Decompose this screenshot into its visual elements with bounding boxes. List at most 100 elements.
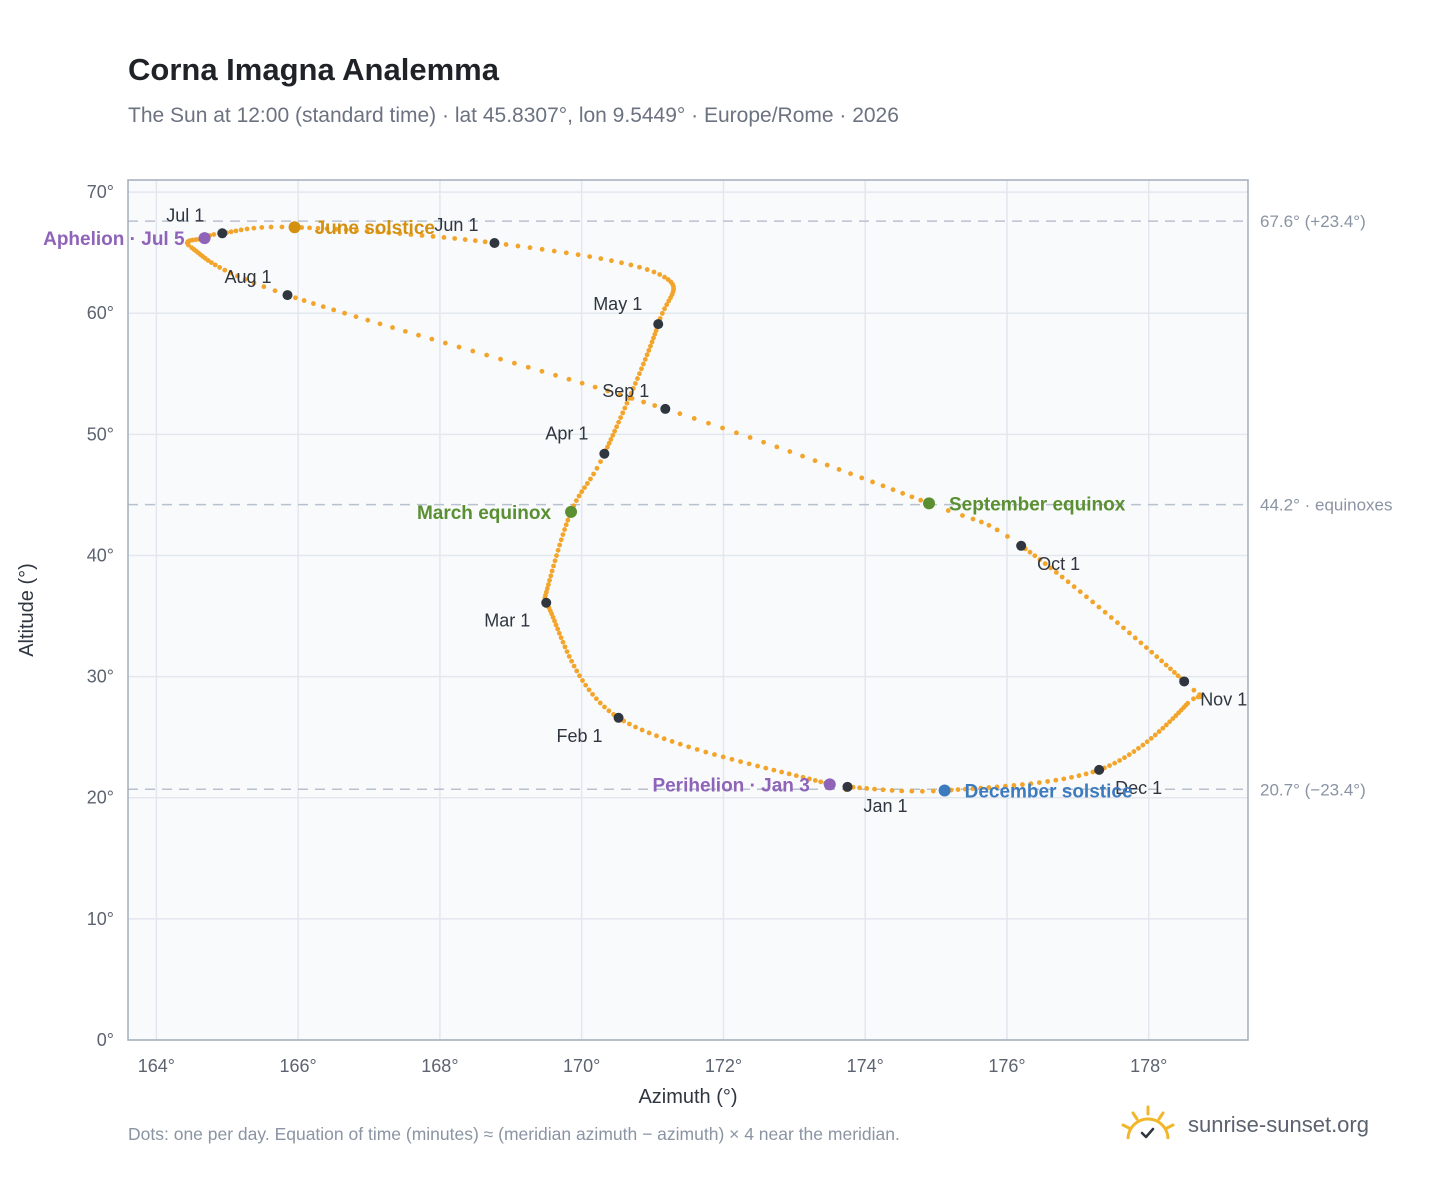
daily-sun-dot <box>755 763 760 769</box>
daily-sun-dot <box>812 778 818 783</box>
daily-sun-dot <box>452 236 458 241</box>
reference-line-label: 44.2° · equinoxes <box>1260 496 1393 515</box>
chart-title: Corna Imagna Analemma <box>128 52 499 87</box>
event-marker <box>565 505 578 518</box>
daily-sun-dot <box>545 582 551 588</box>
daily-sun-dot <box>930 788 936 794</box>
daily-sun-dot <box>1172 670 1177 675</box>
reference-line-label: 67.6° (+23.4°) <box>1260 212 1366 231</box>
daily-sun-dot <box>430 234 436 239</box>
daily-sun-dot <box>580 678 585 683</box>
daily-sun-dot <box>986 522 992 528</box>
daily-sun-dot <box>419 233 425 238</box>
daily-sun-dot <box>1011 783 1017 788</box>
daily-sun-dot <box>1173 713 1179 719</box>
daily-sun-dot <box>960 513 965 518</box>
event-markers: June solstice Aphelion · Jul 5 March equin… <box>43 218 1132 802</box>
month-marker-label: Dec 1 <box>1115 778 1162 798</box>
daily-sun-dot <box>786 771 792 777</box>
daily-sun-dot <box>525 364 531 370</box>
month-marker-label: May 1 <box>593 294 642 314</box>
daily-sun-dot <box>233 228 239 234</box>
daily-sun-dot <box>691 416 697 421</box>
daily-sun-dot <box>1126 752 1132 758</box>
daily-sun-dot <box>539 246 545 252</box>
brand-name: sunrise-sunset.org <box>1188 1112 1369 1137</box>
daily-sun-dot <box>1127 630 1132 636</box>
daily-sun-dot <box>261 284 267 290</box>
daily-sun-dot <box>1096 604 1102 610</box>
month-marker <box>489 237 500 248</box>
daily-sun-dot <box>1061 776 1067 782</box>
daily-sun-dot <box>462 237 468 242</box>
daily-sun-dot <box>212 262 218 268</box>
daily-sun-dot <box>630 386 636 391</box>
x-tick-label: 176° <box>988 1056 1025 1076</box>
x-tick-label: 174° <box>847 1056 884 1076</box>
daily-sun-dot <box>301 298 307 303</box>
daily-sun-dot <box>217 265 223 270</box>
daily-sun-dot <box>1117 758 1123 763</box>
daily-sun-dot <box>986 785 992 790</box>
daily-sun-dot <box>1048 565 1054 571</box>
daily-sun-dot <box>677 411 683 417</box>
daily-sun-dot <box>1115 620 1120 626</box>
daily-sun-dot <box>1108 615 1114 620</box>
daily-sun-dot <box>651 335 656 341</box>
x-tick-label: 170° <box>563 1056 600 1076</box>
month-marker <box>541 597 552 608</box>
month-marker <box>1016 540 1027 551</box>
daily-sun-dot <box>1003 783 1008 789</box>
daily-sun-dot <box>1163 662 1169 668</box>
daily-sun-dot <box>609 258 614 264</box>
daily-sun-dot <box>970 516 976 522</box>
brand[interactable]: sunrise-sunset.org <box>1120 1100 1369 1150</box>
daily-sun-dot <box>582 485 587 490</box>
daily-sun-dot <box>1053 777 1059 783</box>
daily-sun-dot <box>408 232 414 237</box>
daily-sun-dot <box>539 368 545 374</box>
daily-sun-dot <box>562 644 568 650</box>
daily-sun-dot <box>482 239 488 245</box>
daily-sun-dot <box>747 435 753 440</box>
plot-background <box>128 180 1248 1040</box>
daily-sun-dot <box>1083 771 1089 777</box>
daily-sun-dot <box>1136 745 1141 751</box>
daily-sun-dot <box>560 532 566 537</box>
daily-sun-dot <box>720 754 726 760</box>
daily-sun-dot <box>259 225 265 230</box>
daily-sun-dot <box>978 519 984 525</box>
daily-sun-dot <box>441 235 447 240</box>
daily-sun-dot <box>919 788 925 794</box>
x-axis-label: Azimuth (°) <box>638 1086 737 1108</box>
month-marker <box>842 781 853 792</box>
daily-sun-dot <box>1036 780 1042 785</box>
daily-sun-dot <box>390 325 395 330</box>
y-axis-label: Altitude (°) <box>16 563 38 657</box>
daily-sun-dot <box>779 769 785 775</box>
daily-sun-dot <box>955 787 961 793</box>
daily-sun-dot <box>186 242 191 248</box>
y-tick-label: 10° <box>87 909 114 929</box>
daily-sun-dot <box>618 415 624 420</box>
daily-sun-dot <box>498 356 503 362</box>
reference-line-label: 20.7° (−23.4°) <box>1260 780 1366 799</box>
daily-sun-dot <box>354 228 359 233</box>
daily-sun-dot <box>639 727 645 733</box>
daily-sun-dot <box>642 357 648 362</box>
daily-sun-dot <box>918 497 924 503</box>
daily-sun-dot <box>909 788 915 794</box>
daily-sun-dot <box>1149 649 1155 655</box>
daily-sun-dot <box>1084 594 1089 600</box>
daily-sun-dot <box>787 449 793 454</box>
daily-sun-dot <box>1102 609 1108 615</box>
month-marker <box>282 290 293 301</box>
daily-sun-dot <box>970 786 976 792</box>
daily-sun-dot <box>812 458 818 464</box>
daily-sun-dot <box>617 392 623 398</box>
daily-sun-dot <box>558 537 564 543</box>
daily-sun-dot <box>793 773 799 779</box>
daily-sun-dot <box>552 618 557 624</box>
daily-sun-dot <box>592 384 598 390</box>
daily-sun-dot <box>880 483 886 489</box>
